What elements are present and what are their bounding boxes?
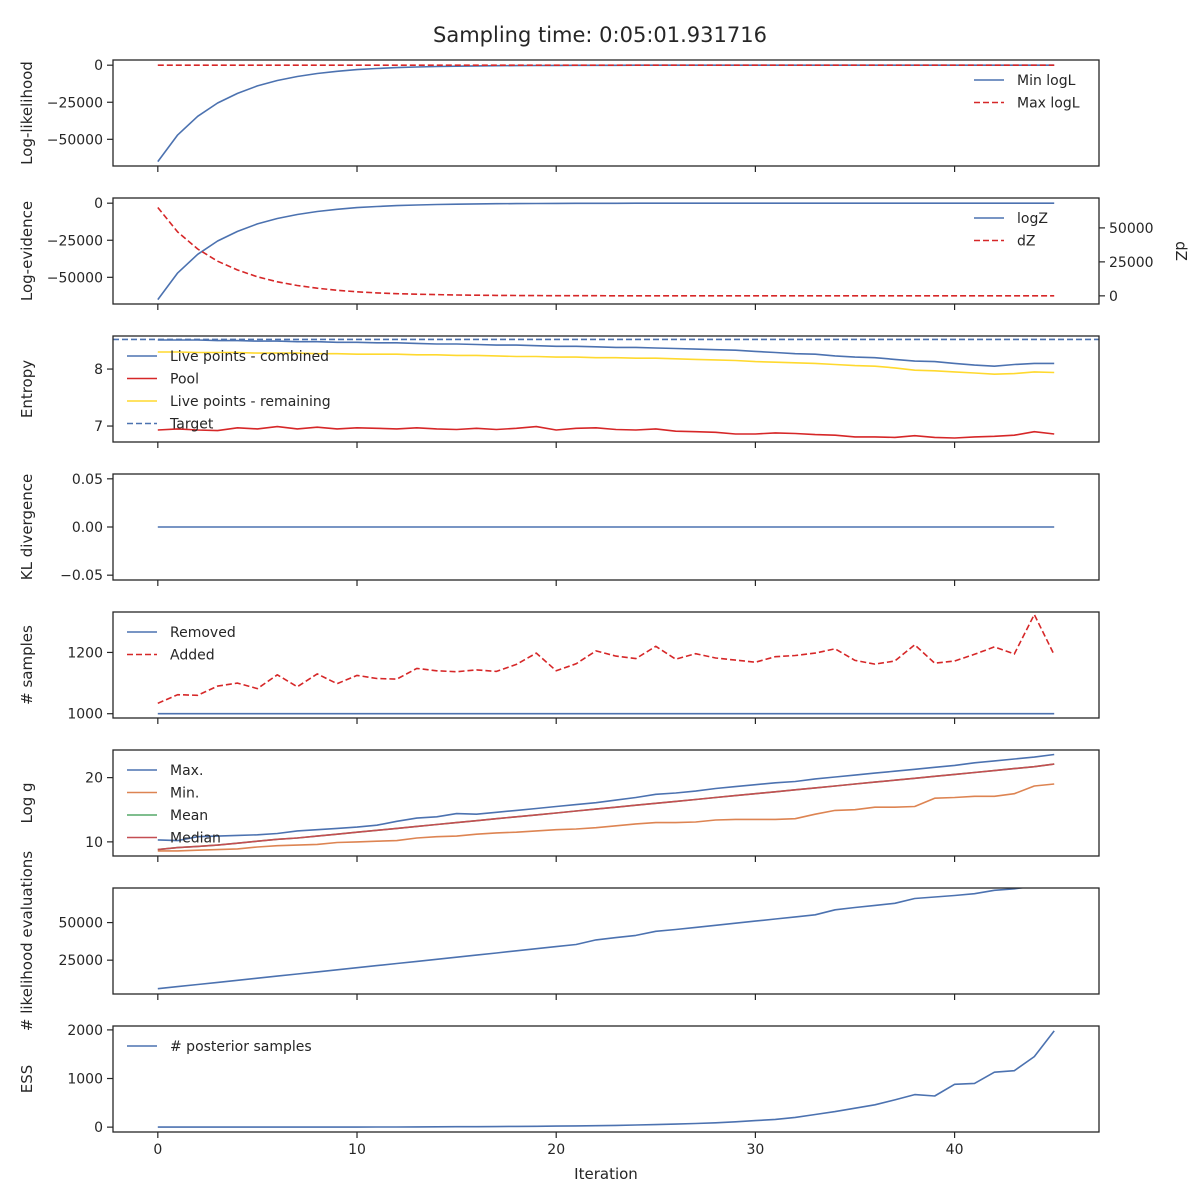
plot-area <box>157 64 1055 163</box>
legend-label-2: dZ <box>1017 234 1035 250</box>
legend-label-4: Target <box>169 417 214 433</box>
y-tick-label: 1200 <box>67 645 103 661</box>
y-axis-label: Log-evidence <box>18 201 36 301</box>
series-line-2 <box>157 206 1055 297</box>
y-tick-label: −25000 <box>47 233 103 249</box>
legend-label-1: Live points - combined <box>170 349 329 365</box>
y-tick-label: 2000 <box>67 1023 103 1039</box>
panel-5: 1000 1200 # samples Removed Added <box>18 611 1100 724</box>
legend-label-2: Max logL <box>1017 96 1080 112</box>
y-axis-label: Log g <box>18 782 36 823</box>
series-line-1 <box>157 202 1055 301</box>
y-tick-label: 0 <box>94 196 103 212</box>
y-axis-label: # likelihood evaluations <box>18 851 36 1031</box>
series-line-2 <box>157 783 1055 852</box>
y-tick-label: 10 <box>85 835 103 851</box>
y-tick-label: 0 <box>94 1120 103 1136</box>
series-line-4 <box>157 763 1055 851</box>
legend: # posterior samples <box>127 1039 312 1055</box>
legend-label-1: # posterior samples <box>170 1039 312 1055</box>
y-tick-label: 25000 <box>58 953 103 969</box>
y-tick-label-right: 25000 <box>1109 255 1154 271</box>
y-tick-label: 0.05 <box>72 472 103 488</box>
legend-label-1: Max. <box>170 763 203 779</box>
y-tick-label: 7 <box>94 419 103 435</box>
y-tick-label: −25000 <box>47 95 103 111</box>
y-tick-label: 0.00 <box>72 520 103 536</box>
axes-frame <box>112 749 1100 857</box>
y-tick-label: −50000 <box>47 270 103 286</box>
series-line-1 <box>157 339 1055 368</box>
legend: Removed Added <box>127 625 236 664</box>
series-line-3 <box>157 351 1055 376</box>
y-tick-label: 8 <box>94 362 103 378</box>
legend-label-2: Added <box>170 648 215 664</box>
y-axis-label-right: dZ <box>1172 241 1190 261</box>
axes-frame <box>112 335 1100 443</box>
series-line-1 <box>157 888 1027 990</box>
series-line-2 <box>157 613 1055 705</box>
plot-area <box>157 202 1055 301</box>
y-axis-label: ESS <box>18 1065 36 1094</box>
legend-label-3: Live points - remaining <box>170 394 331 410</box>
y-tick-label-right: 50000 <box>1109 221 1154 237</box>
y-axis-label: Log-likelihood <box>18 61 36 165</box>
legend: Min logL Max logL <box>974 73 1080 112</box>
legend-label-4: Median <box>170 831 221 847</box>
y-tick-label: −0.05 <box>60 568 103 584</box>
y-tick-label: 50000 <box>58 916 103 932</box>
y-tick-label: 0 <box>94 58 103 74</box>
panel-6: 10 20 Log g Max. Min. Mean Median <box>18 749 1100 862</box>
x-tick-label: 10 <box>348 1142 366 1158</box>
plot-area <box>157 888 1027 990</box>
y-tick-label: 20 <box>85 771 103 787</box>
x-tick-label: 40 <box>946 1142 964 1158</box>
y-axis-label: KL divergence <box>18 474 36 580</box>
legend-label-1: logZ <box>1017 211 1048 227</box>
series-line-1 <box>157 1030 1055 1128</box>
series-line-3 <box>157 763 1055 851</box>
panel-7: 25000 50000 # likelihood evaluations <box>18 851 1100 1031</box>
x-tick-label: 30 <box>746 1142 764 1158</box>
x-axis-label: Iteration <box>574 1165 638 1183</box>
axes-frame <box>112 197 1100 305</box>
panel-8: 0 10 20 30 40 Iteration 0 1000 2000 ESS # posterio… <box>18 1023 1100 1183</box>
x-tick-label: 20 <box>547 1142 565 1158</box>
y-tick-label: 1000 <box>67 1072 103 1088</box>
y-tick-label: −50000 <box>47 132 103 148</box>
series-line-1 <box>157 64 1055 163</box>
legend-label-2: Min. <box>170 786 199 802</box>
figure-title: Sampling time: 0:05:01.931716 <box>433 23 767 47</box>
panel-2: 0 −25000 −50000 0 25000 50000 dZ Log-evidence lo… <box>18 196 1190 310</box>
x-tick-label: 0 <box>153 1142 162 1158</box>
plot-area <box>157 613 1055 715</box>
legend-label-1: Removed <box>170 625 236 641</box>
plot-area <box>113 338 1099 439</box>
y-axis-label: Entropy <box>18 360 36 418</box>
legend-label-2: Pool <box>170 372 199 388</box>
panel-4: 0.05 0.00 −0.05 KL divergence <box>18 472 1100 586</box>
panel-1: 0 −25000 −50000 Log-likelihood Min logL Max l… <box>18 58 1100 172</box>
axes-frame <box>112 887 1100 995</box>
series-line-1 <box>157 753 1055 842</box>
y-tick-label-right: 0 <box>1109 289 1118 305</box>
legend: Max. Min. Mean Median <box>127 763 221 847</box>
legend-label-3: Mean <box>170 808 208 824</box>
plot-area <box>157 753 1055 852</box>
y-tick-label: 1000 <box>67 707 103 723</box>
legend-label-1: Min logL <box>1017 73 1076 89</box>
plot-area <box>157 1030 1055 1128</box>
series-line-2 <box>157 425 1055 439</box>
legend: logZ dZ <box>974 211 1048 250</box>
legend: Live points - combined Pool Live points - … <box>127 349 331 433</box>
y-axis-label: # samples <box>18 625 36 705</box>
axes-frame <box>112 59 1100 167</box>
axes-frame <box>112 611 1100 719</box>
